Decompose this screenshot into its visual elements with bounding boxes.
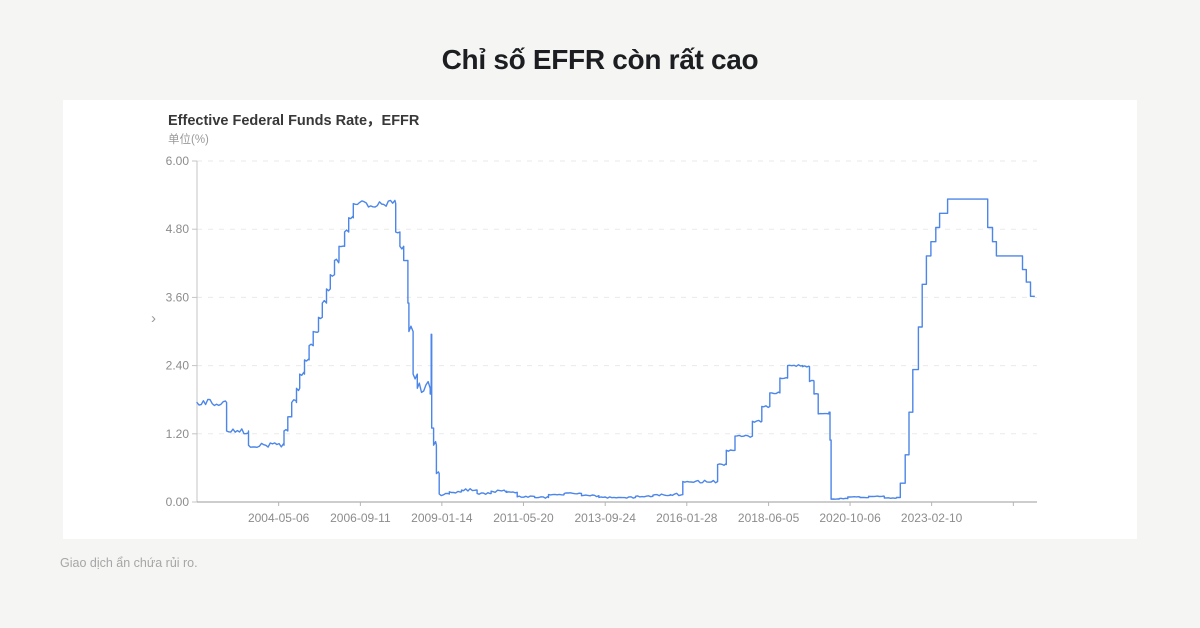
- y-axis-label: 3.60: [166, 290, 190, 304]
- unit-label: 单位(%): [168, 134, 209, 146]
- y-axis-label: 6.00: [166, 154, 190, 168]
- x-axis-label: 2016-01-28: [656, 511, 718, 525]
- y-axis-label: 4.80: [166, 222, 190, 236]
- x-axis-label: 2011-05-20: [493, 511, 554, 525]
- y-axis-label: 0.00: [166, 495, 190, 509]
- x-axis-label: 2020-10-06: [819, 511, 881, 525]
- page-title: Chỉ số EFFR còn rất cao: [441, 44, 759, 75]
- x-axis-label: 2006-09-11: [330, 511, 391, 525]
- effr-line-chart: 6.00 4.80 3.60 2.40 1.20 0.00 2004-05-06 2006-0…: [166, 154, 1037, 525]
- chart-card: Effective Federal Funds Rate，EFFR 单位(%) …: [63, 100, 1137, 539]
- chart-title: Effective Federal Funds Rate，EFFR: [168, 113, 420, 129]
- y-axis-label: 1.20: [166, 427, 190, 441]
- x-axis-label: 2023-02-10: [901, 511, 963, 525]
- x-axis-label: 2009-01-14: [411, 511, 473, 525]
- x-axis-label: 2013-09-24: [575, 511, 637, 525]
- chevron-right-icon[interactable]: ›: [151, 310, 156, 327]
- effr-line: [196, 198, 1035, 500]
- x-axis-label: 2018-06-05: [738, 511, 800, 525]
- y-axis-label: 2.40: [166, 359, 190, 373]
- footer-disclaimer: Giao dịch ẩn chứa rủi ro.: [60, 556, 198, 570]
- x-axis-label: 2004-05-06: [248, 511, 310, 525]
